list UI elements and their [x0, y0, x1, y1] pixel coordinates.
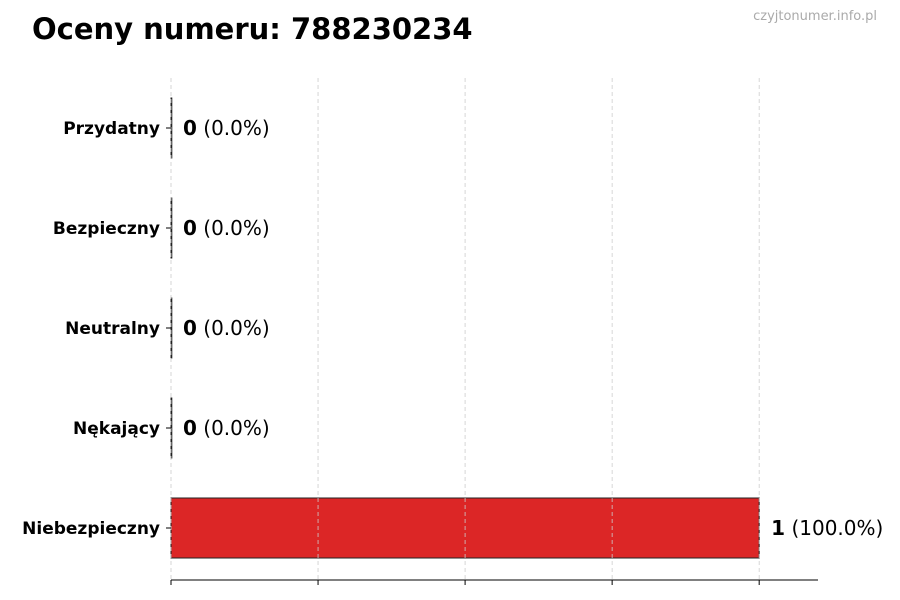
watermark: czyjtonumer.info.pl	[753, 9, 877, 24]
value-count: 0	[183, 316, 197, 340]
bar-neutralny	[170, 297, 173, 359]
category-label: Niebezpieczny	[22, 519, 160, 539]
category-label: Neutralny	[65, 319, 160, 339]
value-percent: (0.0%)	[197, 416, 270, 440]
value-count: 0	[183, 416, 197, 440]
value-percent: (0.0%)	[197, 216, 270, 240]
value-percent: (100.0%)	[785, 516, 883, 540]
value-percent: (0.0%)	[197, 316, 270, 340]
chart-title: Oceny numeru: 788230234	[32, 12, 473, 46]
category-label: Nękający	[73, 419, 160, 439]
value-label: 0 (0.0%)	[183, 216, 270, 240]
value-label: 0 (0.0%)	[183, 116, 270, 140]
value-count: 0	[183, 216, 197, 240]
value-label: 0 (0.0%)	[183, 416, 270, 440]
category-label: Przydatny	[63, 119, 160, 139]
category-label: Bezpieczny	[53, 219, 160, 239]
value-count: 0	[183, 116, 197, 140]
value-count: 1	[771, 516, 785, 540]
value-label: 1 (100.0%)	[771, 516, 883, 540]
value-label: 0 (0.0%)	[183, 316, 270, 340]
value-percent: (0.0%)	[197, 116, 270, 140]
